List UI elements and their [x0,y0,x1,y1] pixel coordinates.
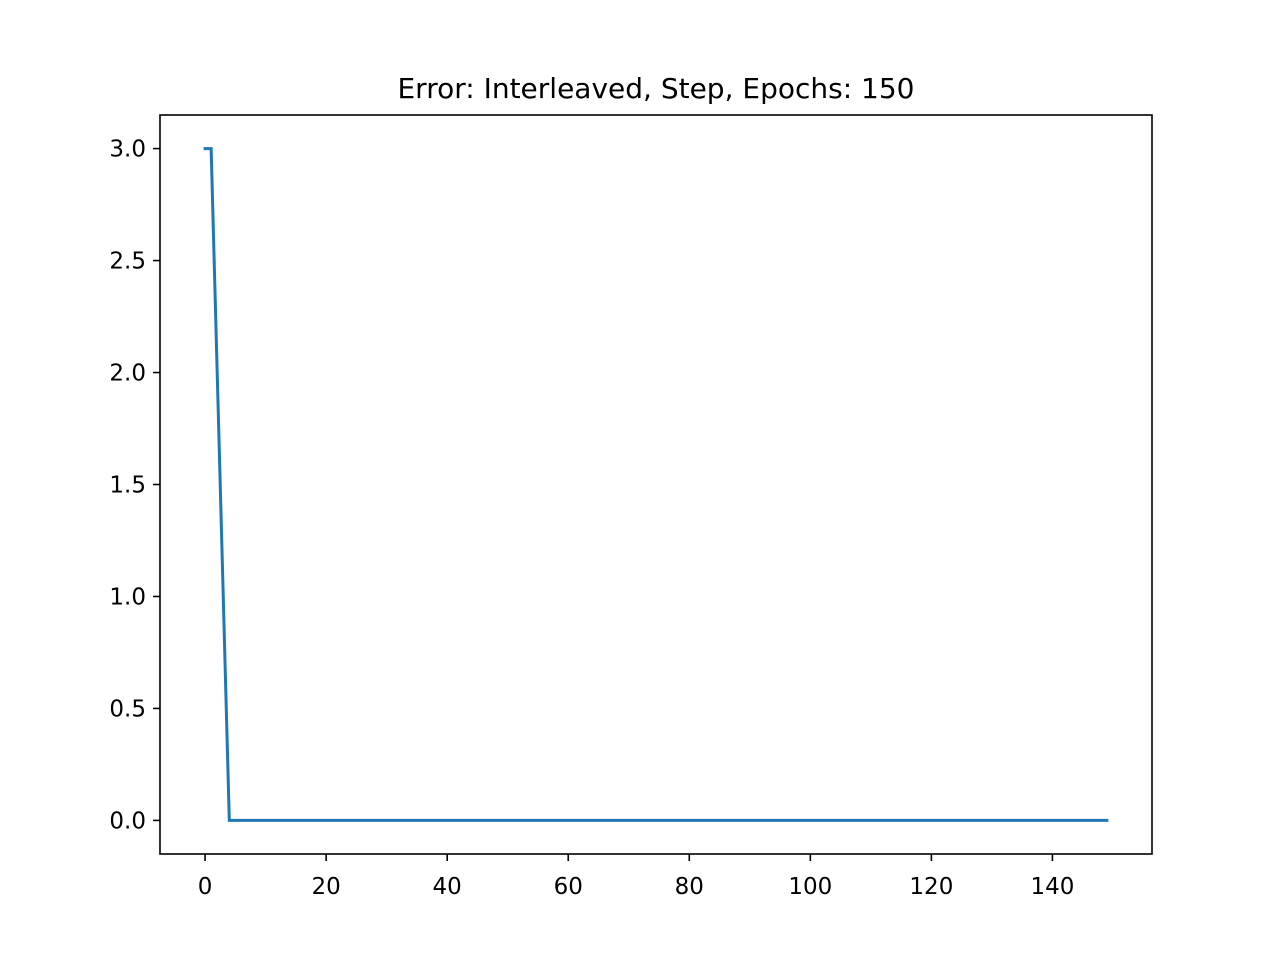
axes-frame [159,114,1153,855]
y-tick-label: 3.0 [109,137,146,163]
x-axis: 0 20 40 60 80 100 120 140 [198,854,1074,900]
y-axis: 0.0 0.5 1.0 1.5 2.0 2.5 3.0 [109,137,160,834]
x-tick-label: 0 [198,874,213,900]
x-tick-label: 40 [433,874,462,900]
y-tick-label: 1.0 [109,584,146,610]
x-tick-label: 140 [1030,874,1074,900]
series-line [203,147,1109,822]
x-tick-label: 80 [675,874,704,900]
x-tick-label: 100 [788,874,832,900]
chart-title: Error: Interleaved, Step, Epochs: 150 [397,72,914,105]
y-tick-label: 0.0 [109,808,146,834]
x-tick-label: 20 [311,874,340,900]
y-tick-label: 2.0 [109,361,146,387]
x-tick-label: 60 [554,874,583,900]
y-tick-label: 2.5 [109,249,146,275]
x-tick-label: 120 [909,874,953,900]
series-layer [203,147,1109,822]
y-tick-label: 1.5 [109,473,146,499]
y-tick-label: 0.5 [109,696,146,722]
plot-area: 0 20 40 60 80 100 120 140 0.0 0.5 1.0 1.5 2.0 2.5 3.0 [109,114,1153,900]
